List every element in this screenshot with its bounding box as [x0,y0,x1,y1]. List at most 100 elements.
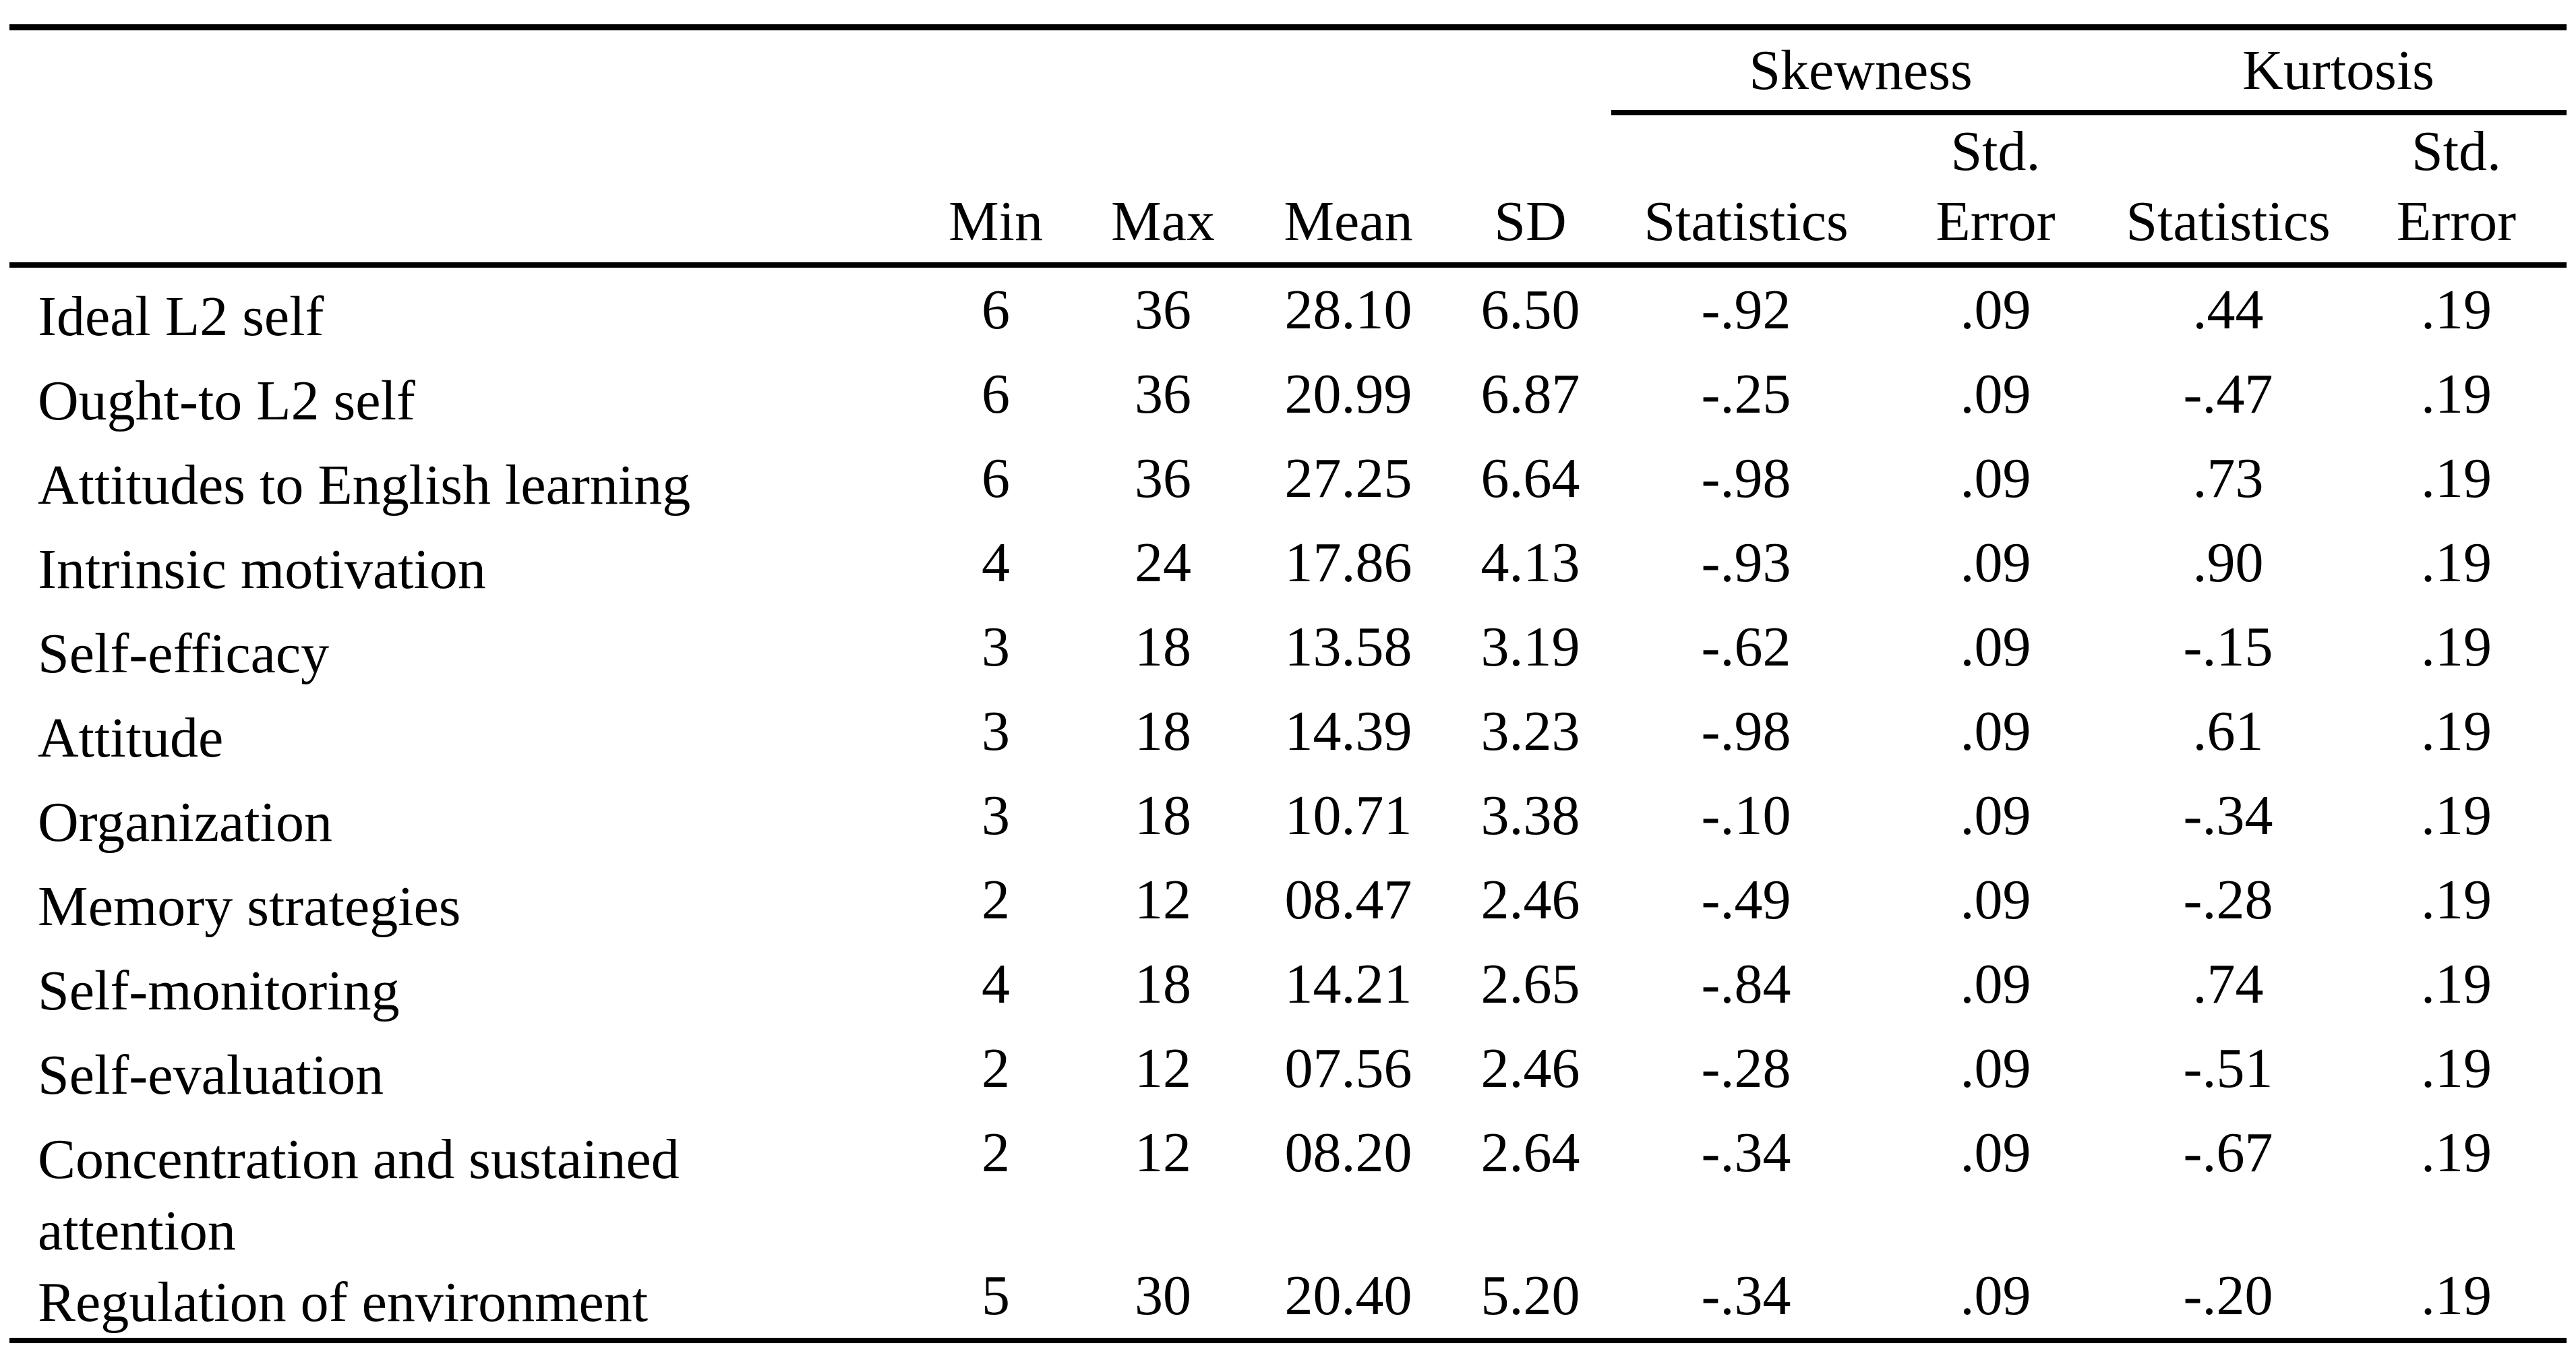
value-cell: -.62 [1701,616,1791,678]
value-cell: 2.64 [1480,1121,1580,1184]
row-label-cell: Intrinsic motivation [9,521,913,605]
value-cell: -.92 [1701,278,1791,341]
value-cell: -.34 [2183,784,2273,847]
table-row: Intrinsic motivation 4 24 17.86 4.13 -.93 .09.… [9,521,2567,605]
group-header-spacer [9,28,1611,113]
value-cell: 3 [982,616,1010,678]
column-header-mean: Mean [1247,113,1449,268]
row-label: Self-monitoring [38,960,400,1022]
table-row: Ideal L2 self 6 36 28.10 6.50 -.92 .09 .44 .19 [9,265,2567,352]
row-label-cell: Concentration and sustained attention [9,1111,913,1262]
value-cell: 10.71 [1284,784,1412,847]
value-cell: .09 [1960,616,2031,678]
value-cell: 6 [982,278,1010,341]
value-cell: -.49 [1701,868,1791,931]
value-cell: -.51 [2183,1037,2273,1100]
column-header-kurt-std-error: Std. Error [2346,113,2567,268]
value-cell: 18 [1135,616,1191,678]
value-cell: .19 [2421,953,2492,1015]
value-cell: 4.13 [1480,531,1580,594]
row-label-cell: Self-efficacy [9,605,913,689]
value-cell: 36 [1135,363,1191,425]
value-cell: .19 [2421,784,2492,847]
table-row: Regulation of environment 5 30 20.40 5.20 -.3… [9,1254,2567,1340]
value-cell: .09 [1960,700,2031,763]
value-cell: -.20 [2183,1264,2273,1327]
table-body: Ideal L2 self 6 36 28.10 6.50 -.92.09.44.19 Ou… [9,265,2567,1340]
value-cell: 08.47 [1284,868,1412,931]
row-label: Self-evaluation [38,1044,384,1107]
value-cell: 3.19 [1480,616,1580,678]
value-cell: 20.40 [1284,1264,1412,1327]
row-label-cell: Ought-to L2 self [9,352,913,436]
value-cell: 13.58 [1284,616,1412,678]
value-cell: .61 [2192,700,2264,763]
table-row: Ought-to L2 self 6 36 20.99 6.87 -.25 .09 -.47.… [9,352,2567,436]
value-cell: 24 [1135,531,1191,594]
value-cell: .19 [2421,868,2492,931]
value-cell: 2.46 [1480,868,1580,931]
value-cell: .09 [1960,1264,2031,1327]
row-label-cell: Attitude [9,689,913,773]
value-cell: 18 [1135,953,1191,1015]
value-cell: 12 [1135,1121,1191,1184]
value-cell: 18 [1135,784,1191,847]
value-cell: .19 [2421,1264,2492,1327]
value-cell: -.98 [1701,700,1791,763]
value-cell: .19 [2421,1037,2492,1100]
value-cell: 12 [1135,1037,1191,1100]
column-header-min: Min [913,113,1079,268]
value-cell: .19 [2421,700,2492,763]
value-cell: .90 [2192,531,2264,594]
value-cell: .09 [1960,531,2031,594]
row-label-cell: Attitudes to English learning [9,436,913,521]
value-cell: -.93 [1701,531,1791,594]
value-cell: 36 [1135,278,1191,341]
row-label-cell: Regulation of environment [9,1254,913,1340]
column-header-row: Min Max Mean SD Statistics Std. Error St… [9,113,2567,268]
value-cell: .19 [2421,363,2492,425]
table-row: Memory strategies 2 12 08.47 2.46 -.49 .09 -.28… [9,858,2567,942]
column-header-sd: SD [1449,113,1611,268]
value-cell: 6.50 [1480,278,1580,341]
value-cell: .73 [2192,447,2264,510]
value-cell: 5.20 [1480,1264,1580,1327]
value-cell: 20.99 [1284,363,1412,425]
row-label: Attitude [38,707,224,769]
value-cell: 2.65 [1480,953,1580,1015]
value-cell: .09 [1960,1037,2031,1100]
row-label: Concentration and sustained attention [38,1128,680,1262]
value-cell: -.84 [1701,953,1791,1015]
row-label-cell: Memory strategies [9,858,913,942]
row-label: Ought-to L2 self [38,370,415,432]
value-cell: 18 [1135,700,1191,763]
value-cell: 30 [1135,1264,1191,1327]
value-cell: 17.86 [1284,531,1412,594]
value-cell: -.67 [2183,1121,2273,1184]
value-cell: 2 [982,1121,1010,1184]
table-row: Attitudes to English learning 6 36 27.25 6.6… [9,436,2567,521]
value-cell: 3 [982,784,1010,847]
table-row: Self-monitoring 4 18 14.21 2.65 -.84 .09 .74 .19 [9,942,2567,1026]
row-label: Attitudes to English learning [38,454,691,517]
value-cell: .09 [1960,1121,2031,1184]
value-cell: 5 [982,1264,1010,1327]
table-head: Skewness Kurtosis Min Max Mean SD Statis… [9,27,2567,268]
column-header-max: Max [1079,113,1247,268]
value-cell: .09 [1960,447,2031,510]
row-label: Organization [38,791,332,854]
value-cell: 2 [982,1037,1010,1100]
value-cell: 27.25 [1284,447,1412,510]
column-header-kurt-statistics: Statistics [2110,113,2347,268]
descriptive-statistics-table: Skewness Kurtosis Min Max Mean SD Statis… [9,24,2567,1343]
column-header-skew-std-error: Std. Error [1881,113,2111,268]
value-cell: .19 [2421,1121,2492,1184]
group-header-skewness: Skewness [1611,27,2111,115]
row-label: Memory strategies [38,875,461,938]
value-cell: 3.23 [1480,700,1580,763]
value-cell: 3.38 [1480,784,1580,847]
value-cell: 4 [982,953,1010,1015]
row-label-cell: Organization [9,773,913,858]
value-cell: .09 [1960,868,2031,931]
row-label: Intrinsic motivation [38,538,486,601]
